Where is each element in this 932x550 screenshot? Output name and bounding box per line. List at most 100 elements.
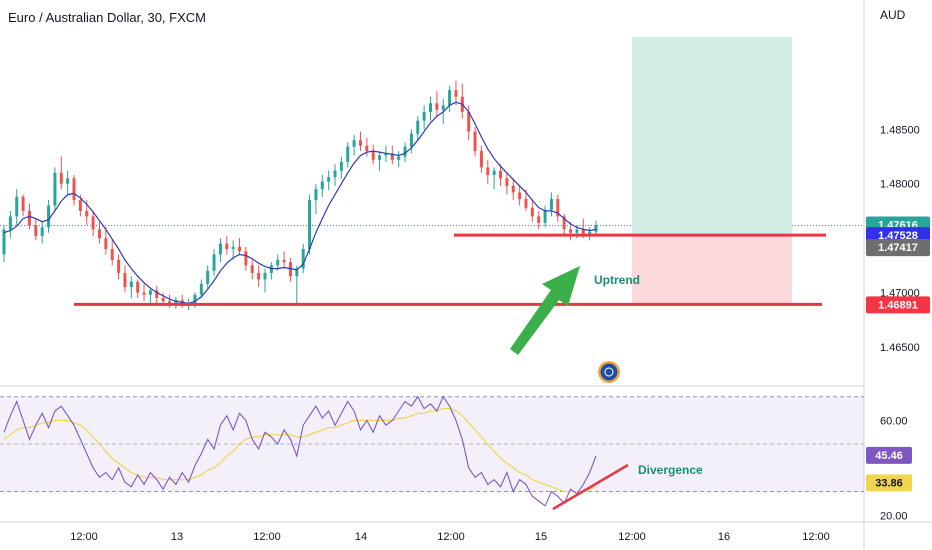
rsi-tag: 45.46	[866, 446, 912, 464]
candle	[148, 287, 152, 304]
candle-body	[15, 196, 19, 217]
time-tick-label: 14	[355, 531, 367, 543]
candle-body	[428, 103, 432, 112]
candle-body	[371, 151, 375, 160]
candle-body	[142, 292, 146, 295]
candle-body	[155, 290, 159, 298]
candle-body	[562, 216, 566, 230]
candle-body	[384, 153, 388, 156]
candle	[199, 279, 203, 298]
candle	[142, 283, 146, 302]
candle	[569, 221, 573, 241]
candle	[358, 131, 362, 152]
candle-body	[397, 156, 401, 160]
candle	[479, 145, 483, 173]
candle	[352, 134, 356, 156]
rsi-pane: Divergence	[0, 395, 864, 511]
time-tick-label: 12:00	[437, 531, 465, 543]
candle-body	[314, 189, 318, 201]
candle	[505, 172, 509, 195]
candle-body	[97, 229, 101, 239]
divergence-label: Divergence	[638, 463, 703, 477]
candle	[460, 83, 464, 119]
candle-body	[416, 120, 420, 134]
candle	[2, 225, 6, 263]
candle	[91, 210, 95, 236]
candle-body	[123, 272, 127, 288]
candle-body	[276, 259, 280, 266]
candle-body	[403, 146, 407, 157]
candle	[155, 286, 159, 304]
globe-mark	[604, 367, 614, 377]
price-tag-box	[866, 296, 930, 314]
candle-body	[575, 229, 579, 233]
candle	[129, 276, 133, 298]
divergence-line	[552, 463, 629, 511]
candle-body	[435, 103, 439, 110]
currency-label[interactable]: AUD	[880, 8, 906, 22]
candle	[40, 221, 44, 244]
candle-body	[301, 249, 305, 269]
candle-body	[378, 155, 382, 160]
candle	[409, 129, 413, 154]
candle	[282, 251, 286, 269]
rsi-tick-label: 60.00	[880, 415, 908, 427]
candle-body	[199, 283, 203, 295]
price-tag-value: 1.47417	[878, 242, 918, 254]
candle-body	[193, 294, 197, 304]
candle-body	[34, 225, 38, 236]
candle-body	[473, 131, 477, 152]
candle	[15, 189, 19, 226]
candle-body	[66, 178, 70, 184]
rsi-line	[3, 395, 597, 507]
candle	[59, 156, 63, 190]
candle-body	[244, 251, 248, 266]
rsi-tag-value: 45.46	[875, 450, 903, 462]
candle-body	[78, 200, 82, 211]
candle-body	[346, 146, 350, 162]
candle-body	[136, 281, 140, 293]
candle-body	[556, 198, 560, 217]
time-tick-label: 12:00	[70, 531, 98, 543]
globe-core	[600, 363, 618, 381]
candle-body	[8, 216, 12, 230]
rsi-tag: 33.86	[866, 474, 912, 492]
candle	[34, 218, 38, 241]
candle-body	[333, 170, 337, 178]
time-tick-label: 12:00	[618, 531, 646, 543]
globe-icon	[598, 361, 620, 383]
candle-body	[422, 111, 426, 121]
candle-body	[27, 210, 31, 226]
candle-body	[524, 198, 528, 208]
candle-body	[467, 111, 471, 132]
candle	[104, 227, 108, 255]
candle-body	[110, 249, 114, 260]
candle	[218, 238, 222, 263]
candle	[454, 80, 458, 106]
candle-body	[148, 290, 152, 295]
candle	[397, 151, 401, 168]
candle-body	[320, 181, 324, 190]
candle-body	[21, 196, 25, 211]
candle-body	[448, 90, 452, 106]
candle	[473, 127, 477, 157]
candle-body	[549, 198, 553, 210]
time-tick-label: 12:00	[802, 531, 830, 543]
candle-body	[358, 140, 362, 146]
candle	[244, 246, 248, 271]
candle-body	[588, 231, 592, 234]
candle	[288, 257, 292, 282]
candle	[346, 142, 350, 168]
rsi-tag-value: 33.86	[875, 477, 903, 489]
candle	[428, 96, 432, 121]
candle	[212, 249, 216, 277]
candle	[537, 210, 541, 230]
candle	[238, 238, 242, 255]
candle	[365, 138, 369, 157]
candle-body	[479, 151, 483, 168]
candle	[66, 170, 70, 195]
candle-body	[59, 172, 63, 184]
